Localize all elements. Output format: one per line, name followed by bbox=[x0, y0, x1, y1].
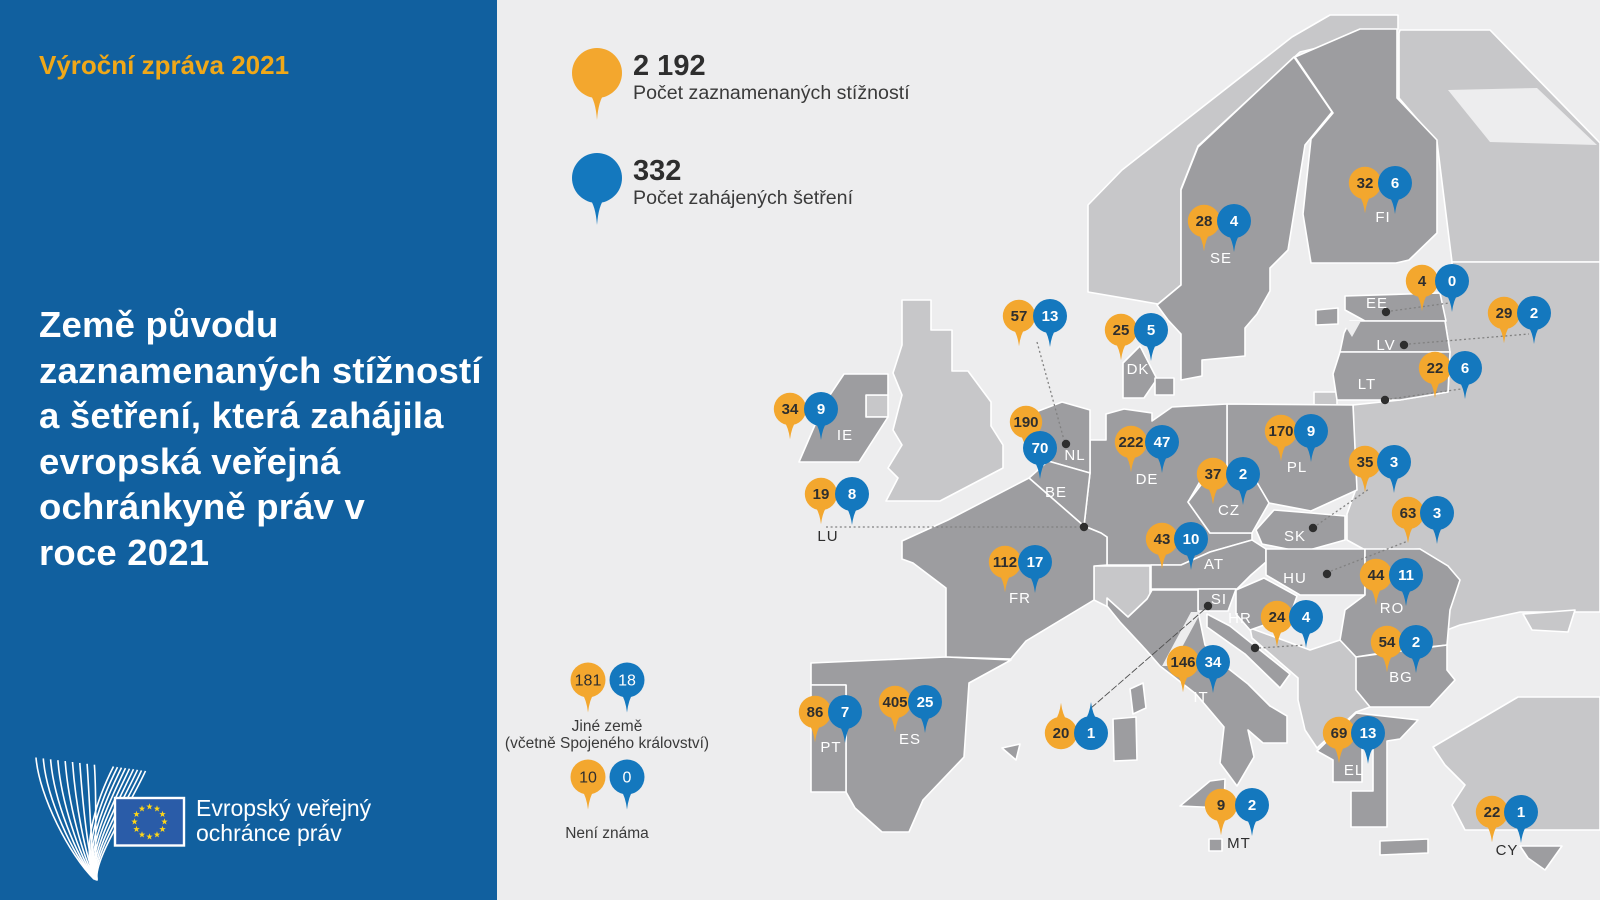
svg-text:170: 170 bbox=[1268, 423, 1293, 440]
svg-text:29: 29 bbox=[1496, 305, 1513, 322]
svg-text:FR: FR bbox=[1009, 590, 1031, 607]
svg-text:8: 8 bbox=[848, 486, 856, 503]
svg-text:112: 112 bbox=[993, 554, 1017, 571]
svg-text:CY: CY bbox=[1496, 842, 1519, 859]
svg-text:BE: BE bbox=[1045, 484, 1067, 501]
svg-text:10: 10 bbox=[1183, 531, 1200, 548]
svg-text:57: 57 bbox=[1011, 308, 1028, 325]
svg-text:RO: RO bbox=[1380, 600, 1405, 617]
svg-text:37: 37 bbox=[1205, 466, 1222, 483]
svg-text:2 192: 2 192 bbox=[633, 50, 706, 82]
svg-text:2: 2 bbox=[1530, 305, 1538, 322]
svg-text:Evropský veřejný: Evropský veřejný bbox=[196, 795, 372, 821]
svg-text:LU: LU bbox=[817, 528, 838, 545]
svg-text:13: 13 bbox=[1360, 725, 1377, 742]
svg-text:LT: LT bbox=[1358, 376, 1376, 393]
svg-text:2: 2 bbox=[1248, 797, 1256, 814]
svg-text:35: 35 bbox=[1357, 454, 1374, 471]
svg-text:2: 2 bbox=[1239, 466, 1247, 483]
svg-text:43: 43 bbox=[1154, 531, 1171, 548]
svg-text:1: 1 bbox=[1087, 725, 1095, 742]
svg-text:CZ: CZ bbox=[1218, 502, 1240, 519]
svg-text:332: 332 bbox=[633, 155, 681, 187]
svg-text:11: 11 bbox=[1398, 567, 1414, 584]
svg-text:BG: BG bbox=[1389, 669, 1413, 686]
svg-text:HU: HU bbox=[1283, 570, 1307, 587]
svg-text:18: 18 bbox=[618, 673, 636, 690]
svg-text:34: 34 bbox=[782, 401, 799, 418]
svg-text:ES: ES bbox=[899, 731, 921, 748]
svg-text:32: 32 bbox=[1357, 175, 1374, 192]
svg-text:Počet zahájených šetření: Počet zahájených šetření bbox=[633, 187, 854, 209]
svg-text:44: 44 bbox=[1368, 567, 1385, 584]
svg-text:4: 4 bbox=[1230, 213, 1239, 230]
svg-text:7: 7 bbox=[841, 704, 849, 721]
svg-text:SE: SE bbox=[1210, 250, 1232, 267]
svg-text:SK: SK bbox=[1284, 528, 1306, 545]
svg-text:Počet zaznamenaných stížností: Počet zaznamenaných stížností bbox=[633, 82, 910, 104]
svg-text:24: 24 bbox=[1269, 609, 1286, 626]
svg-text:13: 13 bbox=[1042, 308, 1059, 325]
svg-text:4: 4 bbox=[1418, 273, 1427, 290]
svg-text:Jiné země: Jiné země bbox=[572, 718, 643, 735]
svg-text:19: 19 bbox=[813, 486, 830, 503]
svg-text:0: 0 bbox=[1448, 273, 1456, 290]
svg-text:3: 3 bbox=[1390, 454, 1398, 471]
svg-text:2: 2 bbox=[1412, 634, 1420, 651]
svg-text:FI: FI bbox=[1375, 209, 1390, 226]
svg-text:10: 10 bbox=[579, 770, 597, 787]
svg-text:AT: AT bbox=[1204, 556, 1224, 573]
svg-text:EL: EL bbox=[1344, 762, 1364, 779]
svg-text:34: 34 bbox=[1205, 654, 1222, 671]
svg-text:HR: HR bbox=[1228, 610, 1252, 627]
svg-text:28: 28 bbox=[1196, 213, 1213, 230]
svg-text:25: 25 bbox=[917, 694, 934, 711]
svg-text:6: 6 bbox=[1391, 175, 1399, 192]
svg-text:69: 69 bbox=[1331, 725, 1348, 742]
svg-text:PT: PT bbox=[820, 739, 841, 756]
svg-text:Není známa: Není známa bbox=[565, 825, 649, 842]
svg-text:20: 20 bbox=[1053, 725, 1070, 742]
svg-text:IE: IE bbox=[837, 427, 853, 444]
svg-text:222: 222 bbox=[1118, 434, 1143, 451]
svg-text:IT: IT bbox=[1193, 689, 1208, 706]
svg-text:SI: SI bbox=[1211, 591, 1227, 608]
svg-text:(včetně Spojeného království): (včetně Spojeného království) bbox=[505, 735, 709, 752]
svg-text:LV: LV bbox=[1376, 337, 1395, 354]
svg-text:190: 190 bbox=[1013, 414, 1038, 431]
svg-text:181: 181 bbox=[575, 673, 602, 690]
svg-text:PL: PL bbox=[1287, 459, 1307, 476]
svg-text:0: 0 bbox=[623, 770, 632, 787]
svg-text:DE: DE bbox=[1136, 471, 1159, 488]
svg-text:5: 5 bbox=[1147, 322, 1155, 339]
svg-text:3: 3 bbox=[1433, 505, 1441, 522]
svg-text:4: 4 bbox=[1302, 609, 1311, 626]
svg-text:ochránce práv: ochránce práv bbox=[196, 820, 342, 846]
svg-text:86: 86 bbox=[807, 704, 824, 721]
svg-text:9: 9 bbox=[817, 401, 825, 418]
svg-text:63: 63 bbox=[1400, 505, 1417, 522]
svg-text:MT: MT bbox=[1227, 835, 1251, 852]
svg-text:1: 1 bbox=[1517, 804, 1525, 821]
svg-text:NL: NL bbox=[1064, 447, 1085, 464]
svg-text:6: 6 bbox=[1461, 360, 1469, 377]
svg-text:22: 22 bbox=[1484, 804, 1501, 821]
svg-text:47: 47 bbox=[1154, 434, 1171, 451]
svg-text:25: 25 bbox=[1113, 322, 1130, 339]
svg-text:70: 70 bbox=[1032, 440, 1049, 457]
svg-text:9: 9 bbox=[1217, 797, 1225, 814]
svg-text:54: 54 bbox=[1379, 634, 1396, 651]
svg-text:9: 9 bbox=[1307, 423, 1315, 440]
svg-text:146: 146 bbox=[1170, 654, 1195, 671]
svg-text:17: 17 bbox=[1027, 554, 1044, 571]
svg-text:405: 405 bbox=[882, 694, 907, 711]
svg-text:EE: EE bbox=[1366, 295, 1388, 312]
svg-text:DK: DK bbox=[1127, 361, 1150, 378]
svg-text:22: 22 bbox=[1427, 360, 1444, 377]
